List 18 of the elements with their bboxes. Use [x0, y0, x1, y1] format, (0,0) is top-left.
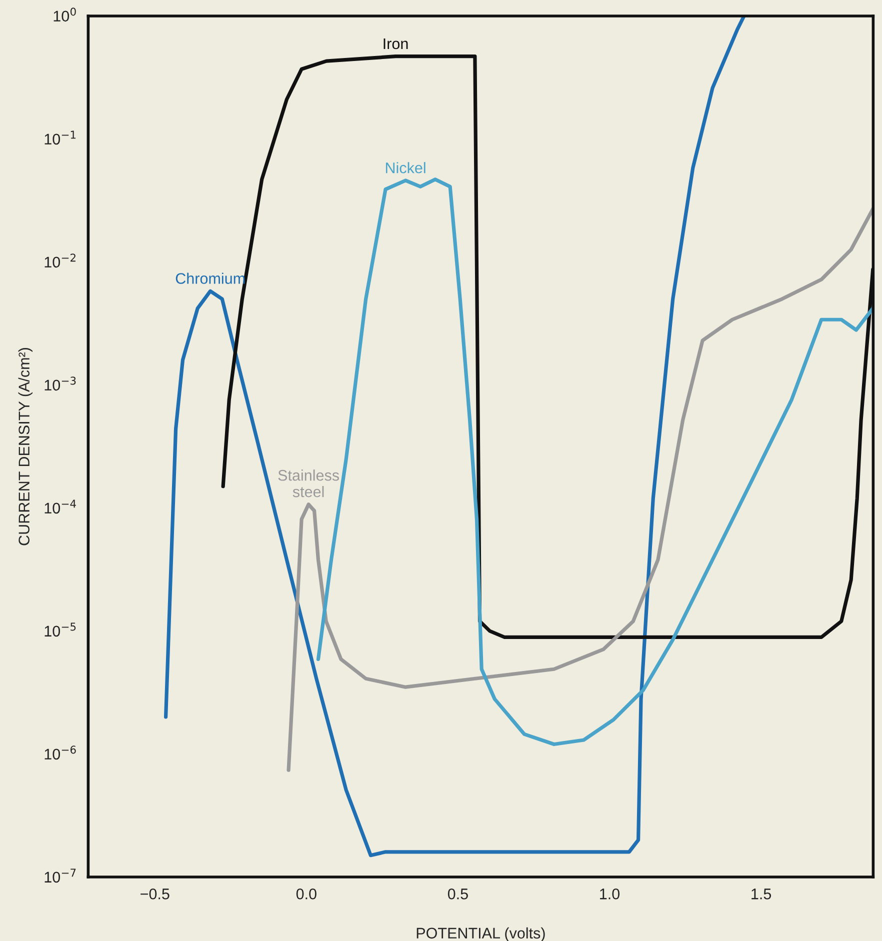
line-series	[164, 16, 746, 858]
y-tick-label: 10$^{−5}$	[44, 622, 76, 637]
y-tick-label: 10$^{−4}$	[44, 500, 76, 514]
x-tick-label: 0.5	[448, 888, 468, 900]
y-tick-label: 10$^{−3}$	[44, 376, 76, 391]
y-axis-title: CURRENT DENSITY (A/cm²)	[18, 348, 33, 546]
series-label: Iron	[384, 38, 408, 50]
series-label: Stainless steel	[278, 470, 339, 498]
x-tick-label: −0.5	[140, 888, 170, 900]
y-tick-label: 10$^{−6}$	[44, 746, 76, 760]
x-tick-label: 1.0	[600, 888, 620, 900]
y-tick-label: 10$^{−7}$	[44, 868, 76, 883]
x-tick-label: 1.5	[752, 888, 772, 900]
y-tick-label: 10$^{−2}$	[44, 254, 76, 268]
x-tick-label: 0.0	[296, 888, 316, 900]
series-label: Nickel	[386, 162, 426, 174]
y-tick-label: 10$^{0}$	[54, 8, 76, 22]
y-tick-label: 10$^{−1}$	[44, 130, 76, 145]
